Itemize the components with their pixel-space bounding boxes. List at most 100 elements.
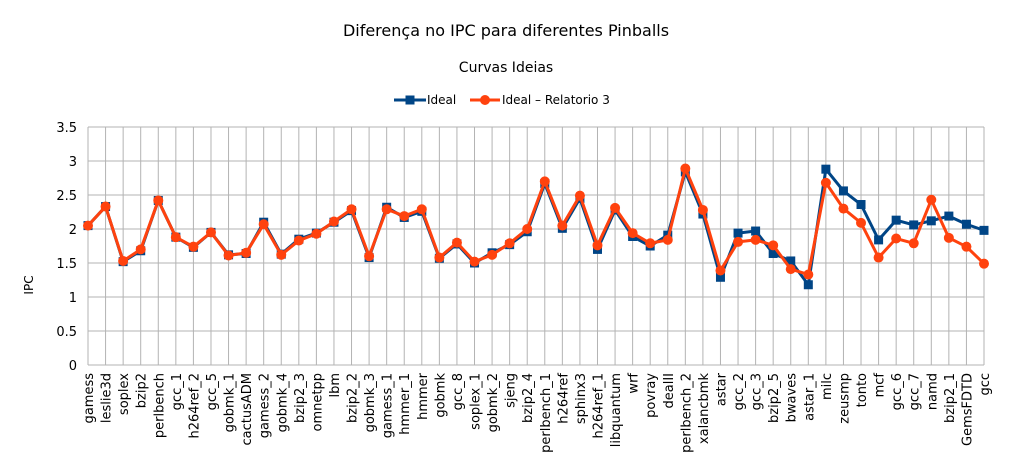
data-point-relatorio-3 [592,240,603,251]
data-point-ideal [803,280,813,290]
legend: Ideal Ideal – Relatorio 3 [394,93,610,107]
x-tick-label: hmmer [416,372,431,420]
x-tick-label: gobmk_1 [223,373,238,432]
x-tick-label: gcc_7 [908,373,923,410]
x-tick-label: gamess [82,373,97,424]
data-point-relatorio-3 [311,228,322,239]
y-tick-label: 3.5 [56,121,77,136]
data-point-relatorio-3 [434,252,445,263]
legend-item-ideal-relatorio-3: Ideal – Relatorio 3 [470,93,610,107]
data-point-ideal [856,200,866,210]
data-point-relatorio-3 [645,238,656,249]
chart-subtitle: Curvas Ideias [459,60,553,76]
x-tick-label: dealII [662,373,677,409]
data-point-relatorio-3 [943,232,954,243]
x-tick-label: astar_1 [802,373,817,421]
x-tick-label: gobmk_3 [363,373,378,432]
data-point-relatorio-3 [258,219,269,230]
data-point-relatorio-3 [381,204,392,215]
series-ideal [83,164,989,290]
data-point-relatorio-3 [539,176,550,187]
data-point-relatorio-3 [979,258,989,269]
data-point-relatorio-3 [416,204,427,215]
data-point-relatorio-3 [276,249,287,260]
x-tick-label: mcf [873,373,888,398]
legend-label-ideal: Ideal [427,93,456,107]
y-tick-label: 1 [69,291,77,306]
data-point-relatorio-3 [768,240,779,251]
data-point-relatorio-3 [926,194,937,205]
data-point-relatorio-3 [223,250,234,261]
data-point-relatorio-3 [574,190,585,201]
data-point-ideal [944,211,954,221]
x-tick-label: gobmk [433,373,448,418]
data-point-relatorio-3 [205,227,216,238]
data-point-ideal [821,164,831,174]
x-tick-label: gcc_1 [170,373,185,410]
y-axis-ticks: 0 0.5 1 1.5 2 2.5 3 3.5 [56,121,77,374]
x-tick-label: milc [820,373,835,400]
gridlines [87,126,985,366]
data-point-relatorio-3 [188,241,199,252]
data-point-ideal [961,219,971,229]
data-point-ideal [874,235,884,245]
x-tick-label: h264ref_2 [187,373,202,438]
legend-marker-ideal [405,95,415,105]
data-point-relatorio-3 [328,216,339,227]
data-point-ideal [909,220,919,230]
data-point-relatorio-3 [135,244,146,255]
data-point-relatorio-3 [522,224,533,234]
data-point-relatorio-3 [680,163,691,174]
x-axis-ticks: gamess leslie3d soplex bzip2 perlbench gcc_1 h… [82,372,993,453]
data-point-relatorio-3 [733,236,744,247]
data-point-relatorio-3 [838,203,849,214]
y-tick-label: 1.5 [56,257,77,272]
data-point-ideal [768,248,778,258]
data-point-ideal [979,225,989,235]
data-point-ideal [926,216,936,226]
data-point-relatorio-3 [627,228,638,239]
x-tick-label: bzip2_5 [767,373,782,423]
x-tick-label: omnetpp [310,373,325,431]
legend-marker-relatorio-3 [480,95,490,105]
x-tick-label: bzip2_2 [346,373,361,423]
data-point-relatorio-3 [451,237,462,248]
y-tick-label: 0 [69,359,77,374]
x-tick-label: zeusmp [837,373,852,424]
data-point-relatorio-3 [293,235,304,246]
data-point-relatorio-3 [662,234,673,245]
data-point-relatorio-3 [241,247,252,258]
data-point-relatorio-3 [153,195,164,206]
x-tick-label: gamess_2 [258,373,273,438]
data-point-relatorio-3 [908,238,919,249]
data-point-relatorio-3 [487,249,498,260]
data-point-relatorio-3 [504,238,515,249]
data-point-ideal [715,272,725,282]
data-point-relatorio-3 [364,251,375,262]
x-tick-label: leslie3d [100,373,115,423]
data-point-ideal [751,226,761,236]
x-tick-label: lbm [328,373,343,398]
data-point-relatorio-3 [399,211,410,222]
x-tick-label: h264ref [556,373,571,424]
x-tick-label: h264ref_1 [591,373,606,438]
data-point-relatorio-3 [469,256,480,267]
data-point-relatorio-3 [803,269,814,280]
x-tick-label: gobmk_4 [275,373,290,432]
x-tick-label: bzip2_1 [943,373,958,423]
data-point-relatorio-3 [697,204,708,215]
x-tick-label: GemsFDTD [960,373,975,446]
x-tick-label: sphinx3 [574,373,589,424]
x-tick-label: cactusADM [240,373,255,446]
x-tick-label: gcc_8 [451,373,466,410]
data-point-relatorio-3 [961,241,972,252]
x-tick-label: libquantum [609,373,624,447]
data-point-ideal [733,228,743,238]
series-layer [83,163,989,290]
x-tick-label: gcc_3 [750,373,765,410]
y-axis-title: IPC [22,275,36,294]
data-point-relatorio-3 [557,220,568,231]
chart-title: Diferença no IPC para diferentes Pinball… [343,21,669,40]
x-tick-label: namd [925,373,940,410]
